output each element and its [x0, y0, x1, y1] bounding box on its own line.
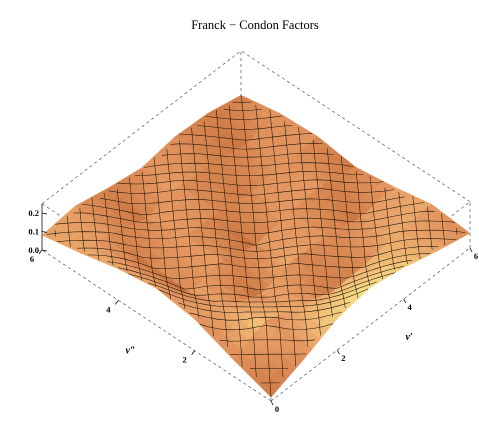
y-tick-label: 2 [183, 355, 187, 365]
x-tick [404, 299, 406, 303]
y-tick-label: 6 [30, 254, 34, 264]
z-tick [42, 213, 47, 214]
y-axis-label: v″ [126, 346, 136, 357]
x-tick-label: 4 [408, 302, 413, 312]
chart-title: Franck − Condon Factors [191, 18, 319, 32]
x-axis-label: v′ [405, 332, 412, 343]
x-tick [470, 248, 472, 252]
y-tick [192, 351, 195, 355]
x-tick-label: 6 [474, 251, 478, 261]
z-tick-label: 0.2 [28, 208, 39, 218]
y-tick [39, 250, 42, 254]
y-tick-label: 4 [106, 304, 111, 314]
x-tick-label: 0 [275, 404, 279, 414]
x-tick-label: 2 [341, 353, 345, 363]
z-tick [42, 250, 47, 251]
z-tick-label: 0.1 [28, 227, 39, 237]
x-tick [271, 401, 273, 405]
x-tick [337, 350, 339, 354]
surface-mesh [42, 95, 470, 397]
y-tick [115, 300, 118, 304]
